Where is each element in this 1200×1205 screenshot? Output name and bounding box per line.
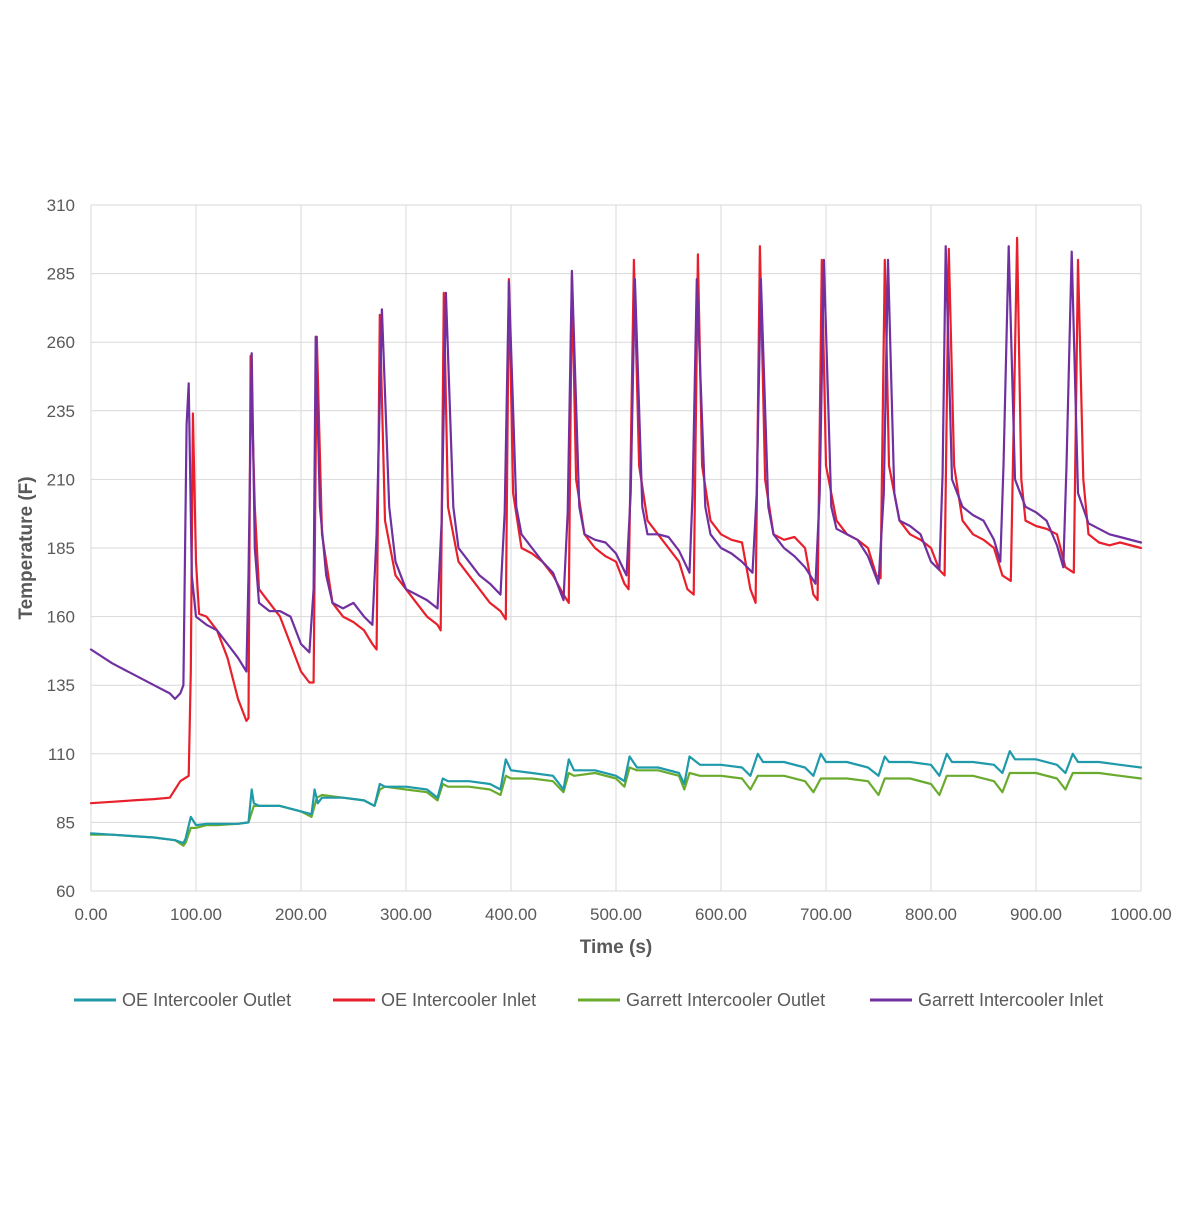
series-layer [89,236,1143,847]
y-tick-label: 160 [47,608,75,627]
x-tick-label: 700.00 [800,905,852,924]
y-tick-label: 85 [56,813,75,832]
y-tick-label: 210 [47,470,75,489]
legend-label-3: Garrett Intercooler Inlet [918,990,1103,1010]
x-tick-label: 400.00 [485,905,537,924]
y-tick-label: 310 [47,196,75,215]
x-tick-label: 1000.00 [1110,905,1171,924]
y-tick-label: 135 [47,676,75,695]
series-line-0 [89,749,1143,845]
x-tick-label: 600.00 [695,905,747,924]
y-axis-label: Temperature (F) [16,476,37,619]
series-line-3 [89,245,1143,701]
x-tick-label: 200.00 [275,905,327,924]
legend: OE Intercooler Outlet OE Intercooler Inle… [74,990,1103,1010]
y-tick-label: 110 [48,745,75,764]
y-tick-label: 185 [47,539,75,558]
y-tick-label: 260 [47,333,75,352]
x-tick-label: 500.00 [590,905,642,924]
x-axis-ticks: 0.00 100.00 200.00 300.00 400.00 500.00 600.00… [74,905,1171,924]
x-tick-label: 300.00 [380,905,432,924]
legend-label-2: Garrett Intercooler Outlet [626,990,825,1010]
x-tick-label: 900.00 [1010,905,1062,924]
x-axis-label: Time (s) [580,937,653,958]
x-tick-label: 100.00 [170,905,222,924]
y-tick-label: 235 [47,402,75,421]
x-tick-label: 0.00 [74,905,107,924]
x-tick-label: 800.00 [905,905,957,924]
y-axis-ticks: 60 85 110 135 160 185 210 235 260 285 310 [47,196,75,901]
series-line-1 [89,236,1143,805]
legend-label-1: OE Intercooler Inlet [381,990,536,1010]
legend-label-0: OE Intercooler Outlet [122,990,291,1010]
y-tick-label: 60 [56,882,75,901]
y-tick-label: 285 [47,265,75,284]
